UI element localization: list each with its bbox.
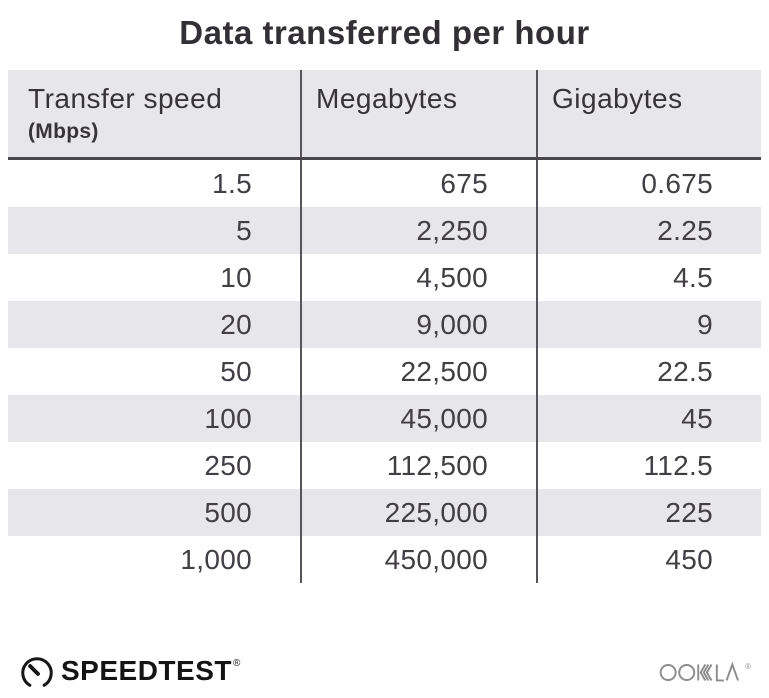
ookla-logo: ® [656, 661, 751, 684]
cell-speed: 50 [8, 348, 302, 395]
table-row: 50 22,500 22.5 [8, 348, 761, 395]
table-row: 250 112,500 112.5 [8, 442, 761, 489]
footer: SPEEDTEST ® ® [18, 648, 751, 696]
cell-megabytes: 675 [302, 160, 538, 207]
cell-speed: 500 [8, 489, 302, 536]
table-row: 500 225,000 225 [8, 489, 761, 536]
column-header-transfer-speed: Transfer speed (Mbps) [8, 70, 302, 157]
cell-gigabytes: 2.25 [657, 214, 713, 246]
cell-gigabytes: 9 [697, 308, 713, 340]
column-header-label: Megabytes [316, 83, 458, 114]
cell-gigabytes: 112.5 [643, 449, 713, 481]
column-header-unit: (Mbps) [28, 120, 99, 143]
cell-megabytes: 4,500 [302, 254, 538, 301]
cell-megabytes: 450,000 [302, 536, 538, 583]
chart-title: Data transferred per hour [179, 14, 590, 51]
data-table: Transfer speed (Mbps) Megabytes Gigabyte… [8, 70, 761, 583]
speedtest-gauge-icon [21, 657, 53, 687]
speedtest-logo: SPEEDTEST ® [18, 652, 240, 692]
cell-megabytes: 45,000 [302, 395, 538, 442]
cell-megabytes: 9,000 [302, 301, 538, 348]
table-row: 20 9,000 9 [8, 301, 761, 348]
column-header-megabytes: Megabytes [302, 70, 538, 157]
table-row: 5 2,250 2.25 [8, 207, 761, 254]
registered-mark: ® [745, 661, 751, 671]
cell-megabytes: 2,250 [302, 207, 538, 254]
table-row: 1.5 675 0.675 [8, 160, 761, 207]
table-row: 100 45,000 45 [8, 395, 761, 442]
cell-speed: 5 [8, 207, 302, 254]
cell-megabytes: 112,500 [302, 442, 538, 489]
cell-speed: 10 [8, 254, 302, 301]
cell-gigabytes: 450 [665, 543, 713, 575]
cell-gigabytes: 22.5 [657, 355, 713, 387]
cell-speed: 1.5 [8, 160, 302, 207]
cell-gigabytes: 0.675 [641, 167, 713, 199]
column-header-label: Transfer speed [28, 83, 223, 114]
cell-megabytes: 22,500 [302, 348, 538, 395]
table-row: 1,000 450,000 450 [8, 536, 761, 583]
speedtest-wordmark: SPEEDTEST [61, 655, 232, 686]
column-header-label: Gigabytes [552, 83, 683, 114]
cell-speed: 1,000 [8, 536, 302, 583]
cell-speed: 100 [8, 395, 302, 442]
cell-megabytes: 225,000 [302, 489, 538, 536]
table-row: 10 4,500 4.5 [8, 254, 761, 301]
cell-speed: 250 [8, 442, 302, 489]
registered-mark: ® [232, 658, 241, 669]
ookla-wordmark-icon [659, 661, 740, 681]
cell-gigabytes: 225 [665, 496, 713, 528]
table-body: 1.5 675 0.675 5 2,250 2.25 10 4,500 4.5 20 9,000 9 5… [8, 160, 761, 583]
column-header-gigabytes: Gigabytes [538, 70, 761, 157]
cell-gigabytes: 45 [681, 402, 713, 434]
cell-gigabytes: 4.5 [673, 261, 713, 293]
cell-speed: 20 [8, 301, 302, 348]
table-header-row: Transfer speed (Mbps) Megabytes Gigabyte… [8, 70, 761, 160]
